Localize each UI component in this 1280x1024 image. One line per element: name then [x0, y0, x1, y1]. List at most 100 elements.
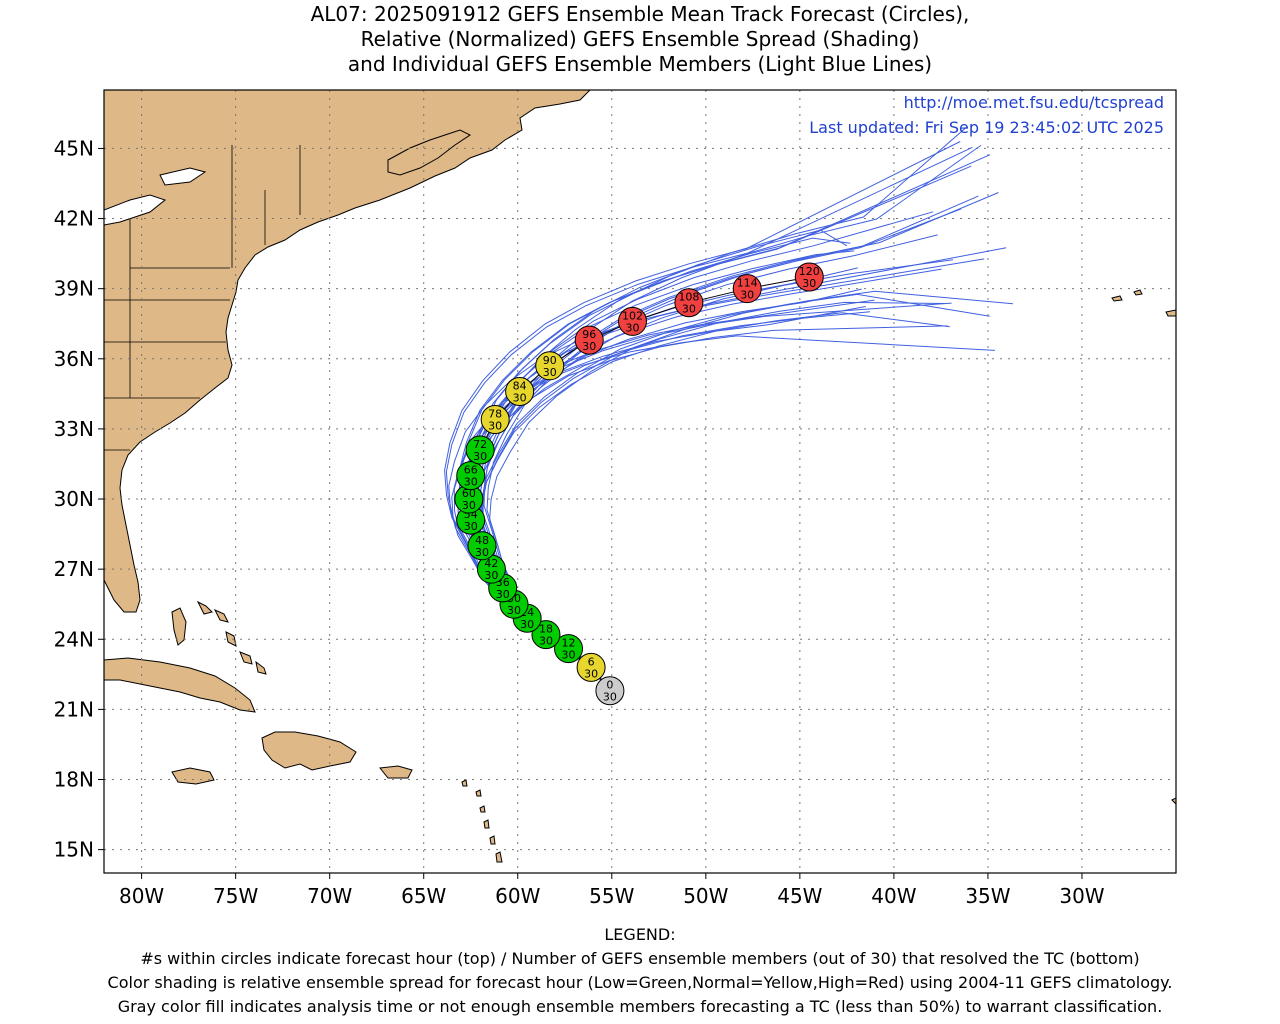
hispaniola-land — [261, 731, 357, 771]
track-map: 0306301230183024303030363042304830543060… — [54, 89, 1177, 908]
lon-tick-label: 80W — [119, 884, 164, 908]
forecast-point-circle — [732, 274, 762, 304]
lat-tick-label: 18N — [54, 768, 94, 792]
member-count-label: 30 — [802, 277, 816, 290]
forecast-point-circle — [467, 531, 497, 561]
forecast-hour-label: 66 — [464, 464, 478, 477]
lon-tick-label: 40W — [871, 884, 916, 908]
lat-tick-label: 45N — [54, 136, 94, 160]
legend-line-2: Color shading is relative ensemble sprea… — [107, 973, 1173, 992]
lat-tick-label: 36N — [54, 347, 94, 371]
lat-tick-label: 39N — [54, 277, 94, 301]
forecast-point-circle — [456, 461, 486, 491]
member-count-label: 30 — [539, 635, 553, 648]
forecast-hour-label: 60 — [462, 487, 476, 500]
forecast-hour-label: 102 — [622, 309, 643, 322]
lat-tick-label: 42N — [54, 207, 94, 231]
source-url[interactable]: http://moe.met.fsu.edu/tcspread — [904, 93, 1164, 112]
forecast-point-circle — [576, 652, 606, 682]
north-america-land — [104, 90, 591, 613]
forecast-hour-label: 84 — [513, 380, 527, 393]
member-count-label: 30 — [513, 392, 527, 405]
member-count-label: 30 — [584, 667, 598, 680]
title-line-1: AL07: 2025091912 GEFS Ensemble Mean Trac… — [310, 2, 970, 26]
member-count-label: 30 — [562, 649, 576, 662]
graticule — [104, 90, 1176, 873]
forecast-hour-label: 108 — [678, 291, 699, 304]
lon-tick-label: 55W — [589, 884, 634, 908]
lat-tick-label: 15N — [54, 838, 94, 862]
forecast-hour-label: 6 — [588, 655, 595, 668]
axis-labels: 45N 42N 39N 36N 33N 30N 27N 24N 21N 18N 15N 80W 75W 7… — [54, 136, 1105, 908]
member-count-label: 30 — [484, 569, 498, 582]
jamaica-land — [171, 767, 215, 785]
forecast-point-circle — [574, 325, 604, 355]
forecast-hour-label: 96 — [582, 328, 596, 341]
forecast-point-circle — [535, 351, 565, 381]
forecast-hour-label: 48 — [475, 534, 489, 547]
nova-scotia-land — [387, 129, 471, 176]
forecast-hour-label: 0 — [606, 679, 613, 692]
mean-track-circles: 0306301230183024303030363042304830543060… — [454, 262, 824, 706]
forecast-point-circle — [794, 262, 824, 292]
last-updated: Last updated: Fri Sep 19 23:45:02 UTC 20… — [809, 118, 1164, 137]
cuba-land — [104, 657, 256, 713]
land-masses — [104, 90, 1176, 863]
forecast-point-circle — [554, 634, 584, 664]
forecast-hour-label: 12 — [562, 637, 576, 650]
lon-tick-label: 75W — [213, 884, 258, 908]
forecast-point-circle — [465, 435, 495, 465]
member-count-label: 30 — [464, 520, 478, 533]
member-count-label: 30 — [682, 303, 696, 316]
forecast-hour-label: 90 — [543, 354, 557, 367]
map-frame — [103, 89, 1177, 874]
member-count-label: 30 — [475, 546, 489, 559]
legend-line-1: #s within circles indicate forecast hour… — [140, 949, 1140, 968]
lon-tick-label: 50W — [683, 884, 728, 908]
member-count-label: 30 — [462, 499, 476, 512]
forecast-point-circle — [595, 676, 625, 706]
member-count-label: 30 — [543, 366, 557, 379]
legend-heading: LEGEND: — [604, 925, 676, 944]
lat-tick-label: 21N — [54, 697, 94, 721]
forecast-hour-label: 120 — [799, 265, 820, 278]
lon-tick-label: 70W — [307, 884, 352, 908]
forecast-point: 030 — [595, 676, 625, 706]
lon-tick-label: 35W — [965, 884, 1010, 908]
forecast-hour-label: 114 — [737, 277, 758, 290]
political-borders — [104, 145, 301, 451]
forecast-point-circle — [505, 377, 535, 407]
lon-tick-label: 45W — [777, 884, 822, 908]
bahamas-land — [171, 607, 187, 646]
forecast-point: 630 — [576, 652, 606, 682]
lat-tick-label: 27N — [54, 557, 94, 581]
member-count-label: 30 — [582, 340, 596, 353]
forecast-hour-label: 78 — [488, 408, 502, 421]
lat-tick-label: 33N — [54, 417, 94, 441]
forecast-point-circle — [480, 405, 510, 435]
forecast-hour-label: 18 — [539, 623, 553, 636]
member-count-label: 30 — [464, 476, 478, 489]
member-count-label: 30 — [496, 588, 510, 601]
lon-tick-label: 60W — [495, 884, 540, 908]
lat-tick-label: 30N — [54, 487, 94, 511]
lon-tick-label: 65W — [401, 884, 446, 908]
forecast-point-circle — [531, 620, 561, 650]
member-count-label: 30 — [473, 450, 487, 463]
member-count-label: 30 — [603, 691, 617, 704]
member-count-label: 30 — [625, 321, 639, 334]
